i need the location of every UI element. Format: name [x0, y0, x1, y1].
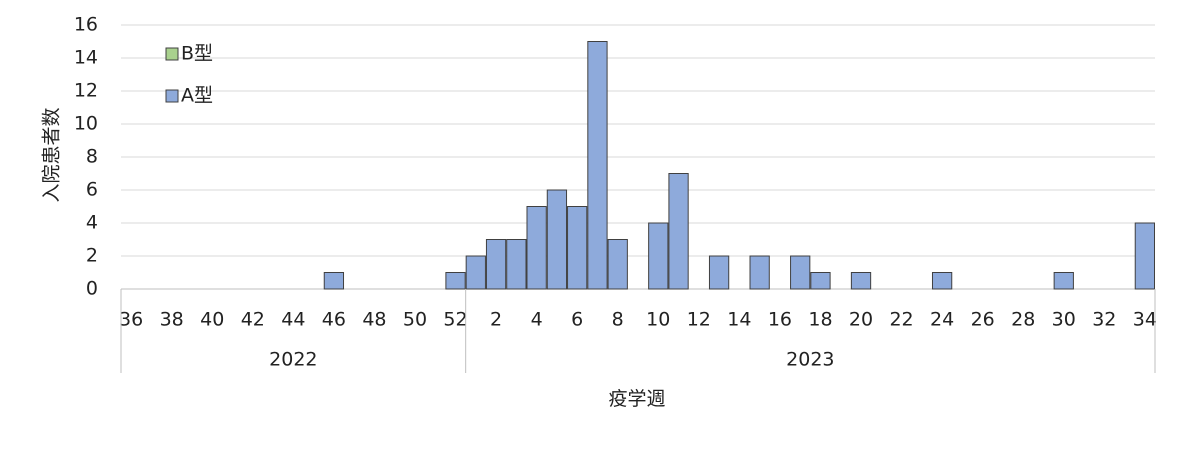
y-tick-label: 8	[86, 146, 98, 168]
bar-a	[1053, 272, 1074, 290]
x-tick-label: 6	[571, 309, 583, 331]
bar-a	[850, 272, 872, 290]
bars	[323, 41, 1155, 290]
legend-label: B型	[181, 43, 213, 65]
x-tick-label: 36	[119, 309, 143, 331]
x-tick-label: 26	[971, 309, 995, 331]
y-tick-label: 2	[86, 245, 98, 267]
bar-a	[546, 189, 568, 290]
y-tick-label: 12	[74, 80, 98, 102]
x-tick-label: 30	[1052, 309, 1076, 331]
bar-a	[323, 272, 345, 290]
x-tick-label: 42	[241, 309, 265, 331]
x-tick-label: 44	[281, 309, 305, 331]
x-axis-label: 疫学週	[608, 388, 665, 410]
bar-a	[526, 206, 547, 290]
bar-a	[485, 239, 507, 290]
y-axis-ticks: 0 2 4 6 8 10 12 14 16	[74, 14, 98, 300]
legend-swatch	[165, 47, 179, 61]
x-axis: 36 38 40 42 44 46 48 50 52 2 4 6 8 10 12 14 16 18 20 22 24 26…	[119, 289, 1157, 373]
x-tick-label: 34	[1133, 309, 1157, 331]
bar-a	[708, 255, 730, 290]
x-group-label: 2022	[269, 349, 317, 371]
y-axis-label: 入院患者数	[41, 107, 63, 202]
x-tick-label: 10	[646, 309, 670, 331]
x-group-label: 2023	[786, 349, 834, 371]
x-tick-label: 28	[1011, 309, 1035, 331]
x-tick-label: 20	[849, 309, 873, 331]
x-tick-label: 46	[322, 309, 346, 331]
bar-a	[810, 272, 831, 290]
x-tick-label: 2	[490, 309, 502, 331]
bar-a	[790, 255, 811, 290]
bar-a	[506, 239, 527, 290]
bar-a	[1134, 222, 1155, 290]
legend: B型 A型	[165, 43, 213, 107]
y-tick-label: 14	[74, 47, 98, 69]
legend-swatch	[165, 89, 179, 103]
bar-a	[567, 206, 588, 290]
x-tick-label: 14	[727, 309, 751, 331]
x-tick-label: 12	[687, 309, 711, 331]
x-tick-label: 32	[1092, 309, 1116, 331]
x-tick-label: 16	[768, 309, 792, 331]
bar-a	[607, 239, 628, 290]
x-tick-label: 24	[930, 309, 954, 331]
y-tick-label: 10	[74, 113, 98, 135]
x-tick-label: 38	[160, 309, 184, 331]
bar-a	[749, 255, 770, 290]
x-tick-label: 40	[200, 309, 224, 331]
y-tick-label: 16	[74, 14, 98, 36]
bar-a	[668, 173, 689, 290]
x-tick-label: 8	[612, 309, 624, 331]
bar-a	[445, 272, 466, 290]
y-tick-label: 4	[86, 212, 98, 234]
y-tick-label: 0	[86, 278, 98, 300]
x-tick-label: 50	[403, 309, 427, 331]
y-tick-label: 6	[86, 179, 98, 201]
bar-a	[587, 41, 608, 290]
bar-a	[931, 272, 953, 290]
gridlines	[121, 24, 1155, 290]
bar-a	[465, 255, 486, 290]
x-tick-label: 48	[362, 309, 386, 331]
x-tick-label: 52	[443, 309, 467, 331]
legend-label: A型	[181, 85, 213, 107]
x-tick-label: 22	[889, 309, 913, 331]
bar-a	[648, 222, 669, 290]
x-tick-label: 18	[808, 309, 832, 331]
x-tick-label: 4	[531, 309, 543, 331]
